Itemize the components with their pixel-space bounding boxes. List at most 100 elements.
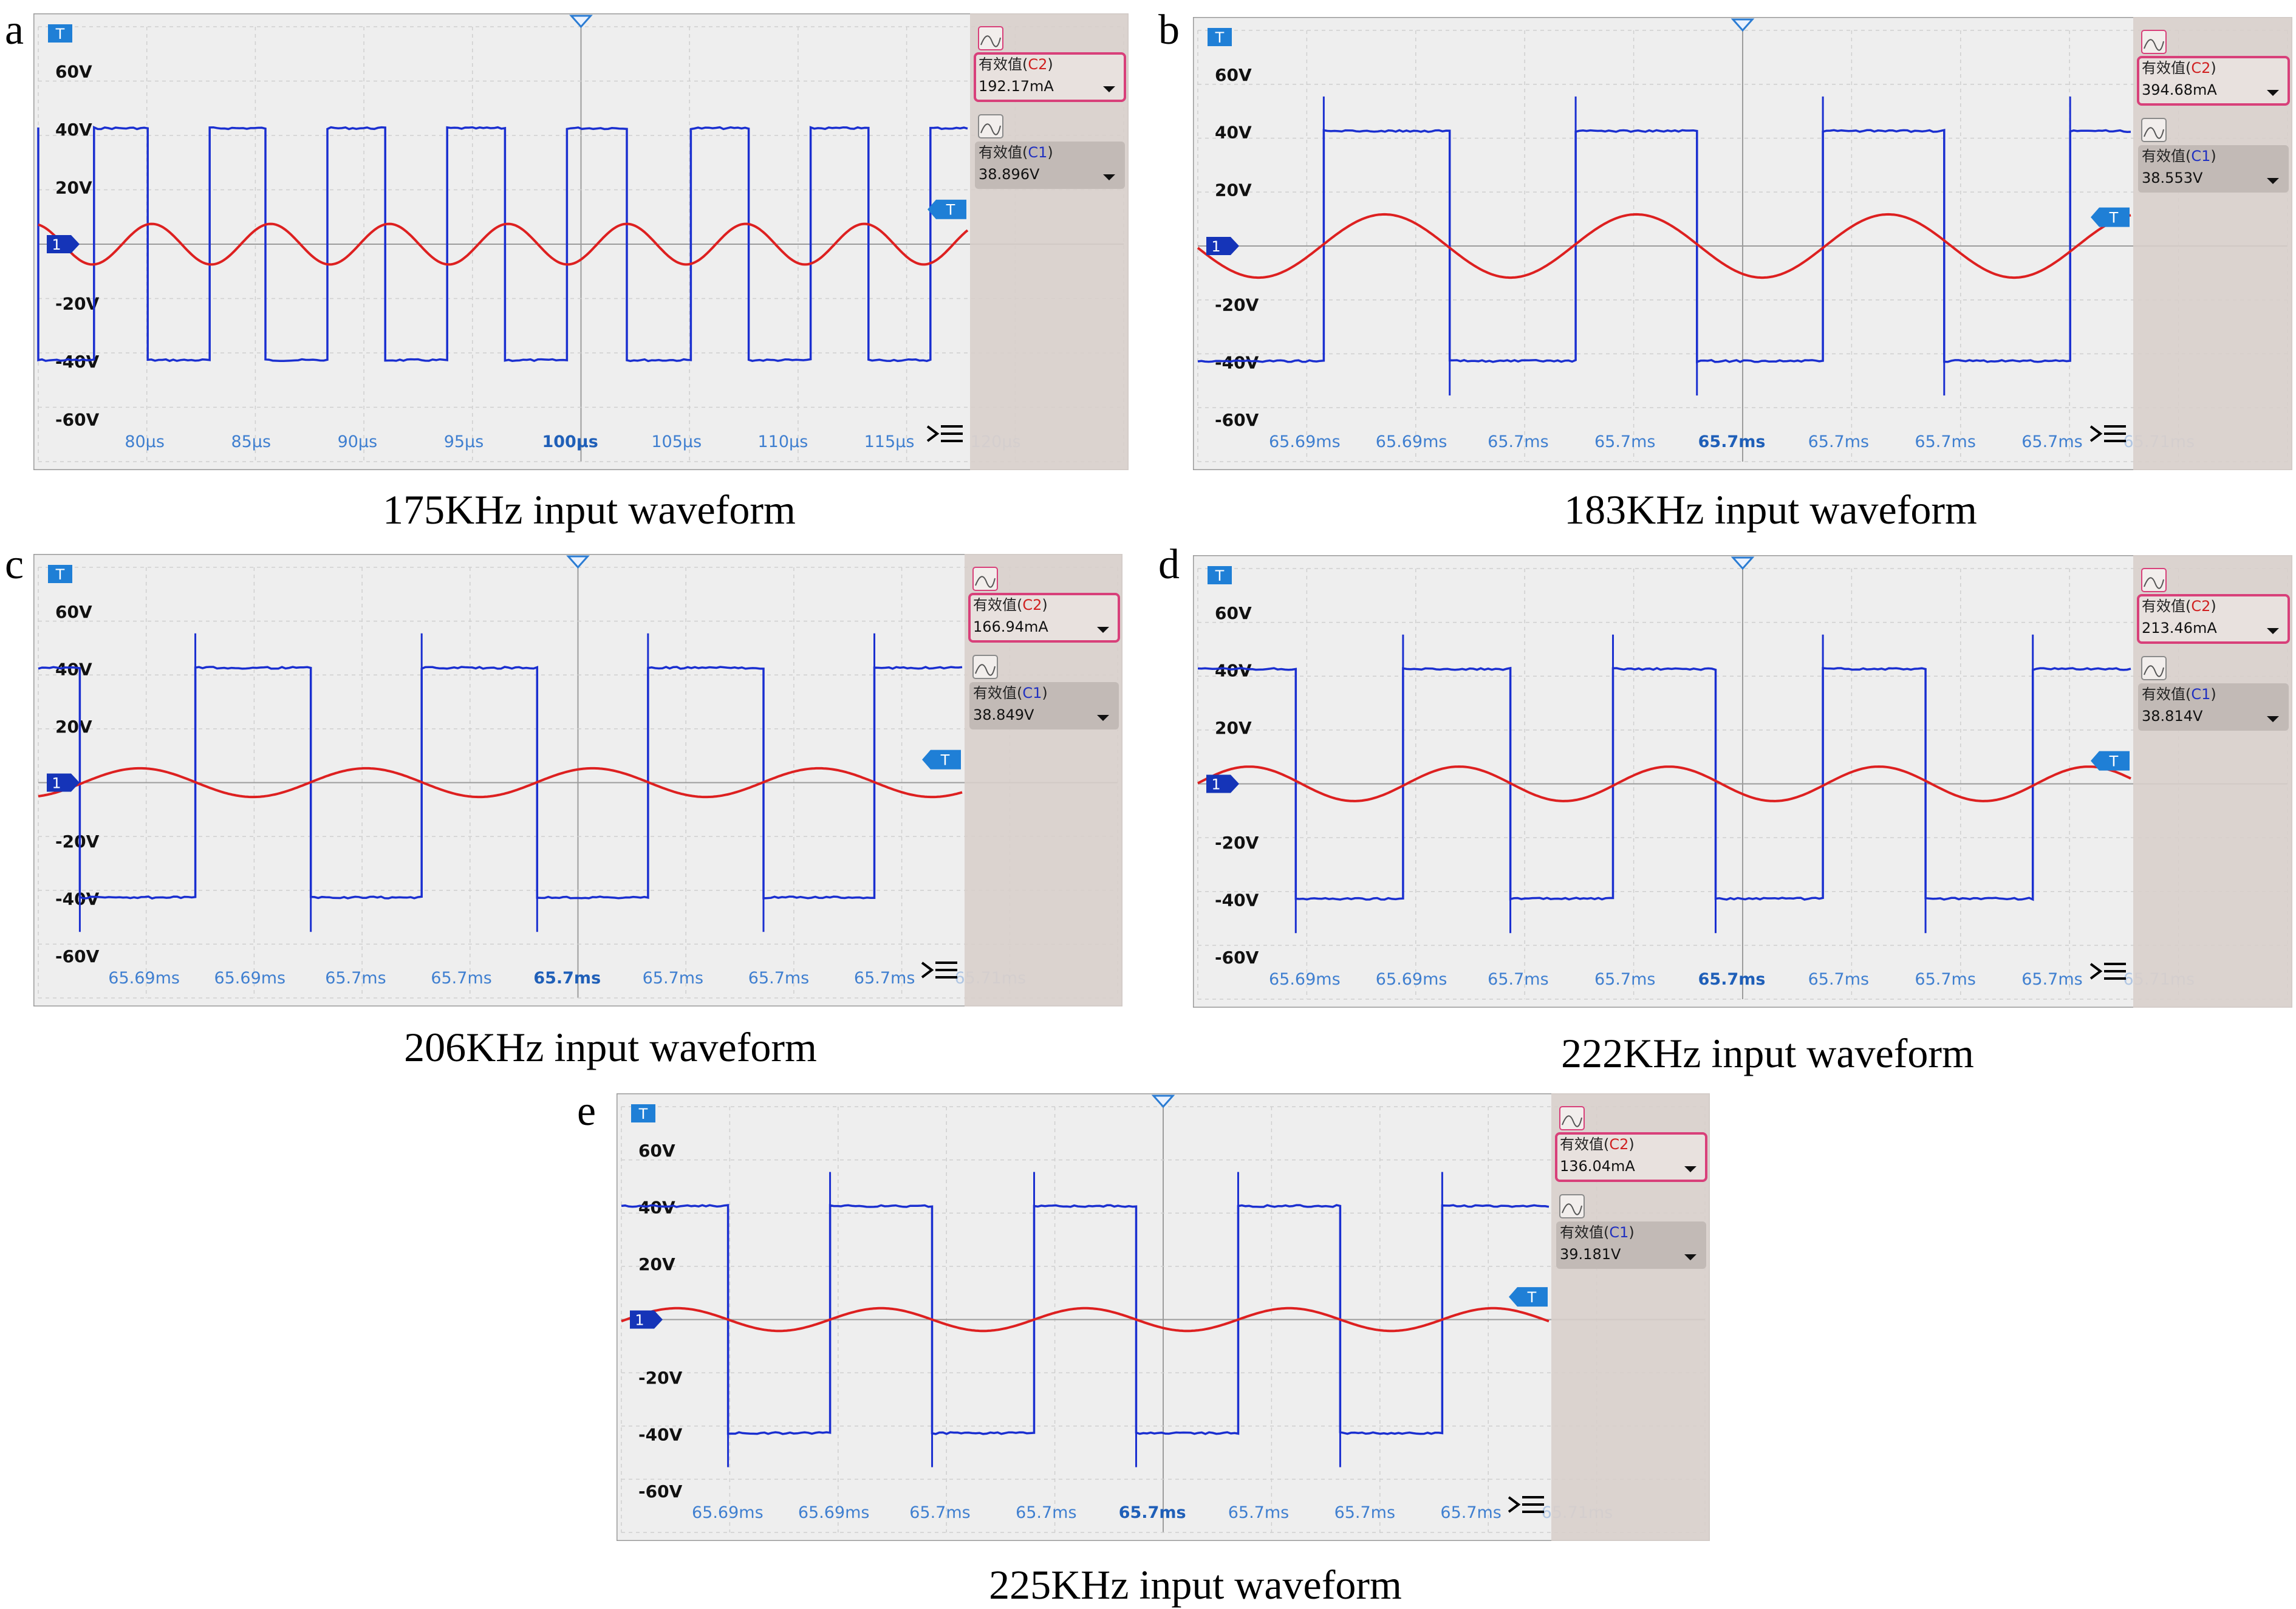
measurement-label-suffix: ) (2210, 686, 2216, 703)
measurement-channel: C2 (2191, 598, 2210, 615)
measurement-value: 38.553V (2142, 169, 2203, 186)
x-tick-label: 65.7ms (643, 969, 704, 988)
dropdown-caret-icon[interactable] (1684, 1254, 1696, 1260)
menu-icon[interactable] (921, 962, 957, 979)
current-trace-c2 (38, 767, 963, 799)
y-tick-label: 20V (55, 717, 92, 737)
trigger-level-marker[interactable]: T (2091, 751, 2130, 771)
y-tick-label: -40V (55, 352, 100, 372)
measurement-value: 38.814V (2142, 708, 2203, 725)
trigger-position-icon[interactable] (1151, 1095, 1175, 1109)
trigger-position-icon[interactable] (1731, 18, 1755, 32)
menu-icon[interactable] (1508, 1496, 1544, 1513)
menu-icon[interactable] (2089, 963, 2126, 980)
dropdown-caret-icon[interactable] (1103, 86, 1115, 92)
waveform-measure-icon (978, 26, 1003, 50)
measurement-c2[interactable]: 有效值(C2) 213.46mA (2137, 568, 2290, 644)
trigger-position-icon[interactable] (569, 15, 593, 29)
measurement-c2[interactable]: 有效值(C2) 136.04mA (1555, 1106, 1707, 1182)
dropdown-caret-icon[interactable] (2267, 90, 2279, 96)
menu-icon[interactable] (926, 425, 963, 442)
measurement-label-suffix: ) (1042, 685, 1047, 702)
trigger-level-label: T (2109, 753, 2119, 770)
y-tick-label: -20V (55, 293, 100, 313)
measurement-value: 38.849V (973, 706, 1034, 723)
trigger-position-icon[interactable] (566, 555, 590, 569)
dropdown-caret-icon[interactable] (1103, 174, 1115, 180)
x-tick-label: 65.7ms (431, 969, 492, 988)
trigger-level-marker[interactable]: T (2091, 207, 2130, 227)
measurement-sidebar[interactable]: 有效值(C2)192.17mA 有效值(C1)38.896V (970, 13, 1129, 470)
trigger-badge-top[interactable]: T (1208, 28, 1232, 46)
trigger-level-marker[interactable]: T (928, 199, 966, 219)
menu-icon[interactable] (2089, 425, 2126, 442)
x-tick-label: 65.69ms (1269, 432, 1341, 451)
x-tick-label: 65.7ms (1488, 432, 1549, 451)
x-tick-label: 65.7ms (325, 969, 386, 988)
switching-spikes (1294, 634, 2034, 934)
dropdown-caret-icon[interactable] (2267, 178, 2279, 184)
x-tick-label: 65.69ms (1376, 970, 1447, 989)
measurement-channel: C1 (2191, 148, 2210, 165)
measurement-label: 有效值(C2) (2142, 60, 2216, 77)
channel-1-marker[interactable]: 1 (1206, 237, 1239, 255)
channel-1-marker[interactable]: 1 (1206, 774, 1239, 793)
x-axis-labels: 65.69ms 65.69ms 65.7ms 65.7ms 65.7ms 65.7ms 65… (1269, 970, 2195, 989)
trigger-badge-top[interactable]: T (48, 565, 72, 583)
measurement-label: 有效值(C1) (973, 685, 1048, 702)
measurement-sidebar[interactable]: 有效值(C2)166.94mA 有效值(C1) 38.849V (965, 554, 1122, 1006)
dropdown-caret-icon[interactable] (1097, 627, 1109, 633)
measurement-c2[interactable]: 有效值(C2) 394.68mA (2137, 30, 2290, 106)
measurement-channel: C1 (1022, 685, 1042, 702)
x-tick-label: 65.7ms (1698, 432, 1766, 451)
trigger-badge-top[interactable]: T (631, 1104, 655, 1122)
measurement-c1[interactable]: 有效值(C1) 38.553V (2138, 118, 2289, 193)
x-tick-label: 65.69ms (108, 969, 180, 988)
measurement-label-prefix: 有效值( (2142, 598, 2191, 615)
trigger-level-label: T (946, 202, 955, 219)
dropdown-caret-icon[interactable] (2267, 628, 2279, 634)
measurement-label-suffix: ) (2210, 60, 2216, 77)
measurement-label-prefix: 有效值( (1560, 1224, 1609, 1241)
trigger-badge-top[interactable]: T (48, 24, 72, 43)
panel-caption: 183KHz input waveform (1564, 487, 1977, 533)
channel-1-marker[interactable]: 1 (47, 235, 80, 253)
x-tick-label: 65.7ms (1119, 1503, 1186, 1522)
waveform-measure-icon (972, 567, 998, 591)
measurement-sidebar[interactable]: 有效值(C2)394.68mA 有效值(C1)38.553V (2133, 17, 2292, 470)
switching-spikes (727, 1172, 1443, 1467)
measurement-label-suffix: ) (1628, 1224, 1634, 1241)
trigger-level-marker[interactable]: T (1509, 1287, 1548, 1307)
measurement-c1[interactable]: 有效值(C1) 38.896V (975, 114, 1125, 189)
y-tick-label: -40V (55, 889, 100, 909)
measurement-c1[interactable]: 有效值(C1) 38.849V (969, 655, 1119, 729)
measurement-label-prefix: 有效值( (2142, 686, 2191, 703)
x-tick-label: 65.7ms (1698, 970, 1766, 989)
panel-letter: a (5, 7, 24, 53)
dropdown-caret-icon[interactable] (1097, 715, 1109, 721)
voltage-trace-c1 (1197, 666, 2131, 901)
trigger-position-icon[interactable] (1731, 556, 1755, 570)
x-tick-label: 65.7ms (1228, 1503, 1290, 1522)
trigger-badge-top[interactable]: T (1208, 566, 1232, 584)
measurement-c2[interactable]: 有效值(C2) 166.94mA (968, 567, 1120, 643)
measurement-value: 166.94mA (973, 618, 1048, 635)
measurement-sidebar[interactable]: 有效值(C2)136.04mA 有效值(C1)39.181V (1551, 1093, 1710, 1541)
measurement-c1[interactable]: 有效值(C1) 39.181V (1556, 1194, 1706, 1269)
measurement-c2[interactable]: 有效值(C2) 192.17mA (974, 26, 1126, 102)
channel-1-marker[interactable]: 1 (47, 773, 80, 792)
measurement-c1[interactable]: 有效值(C1) 38.814V (2138, 656, 2289, 731)
measurement-channel: C2 (1022, 596, 1042, 613)
dropdown-caret-icon[interactable] (1684, 1166, 1696, 1172)
y-tick-label: 60V (55, 602, 92, 622)
channel-1-marker[interactable]: 1 (630, 1310, 663, 1329)
y-tick-label: 40V (638, 1198, 675, 1218)
trigger-level-marker[interactable]: T (922, 750, 961, 770)
dropdown-caret-icon[interactable] (2267, 716, 2279, 722)
